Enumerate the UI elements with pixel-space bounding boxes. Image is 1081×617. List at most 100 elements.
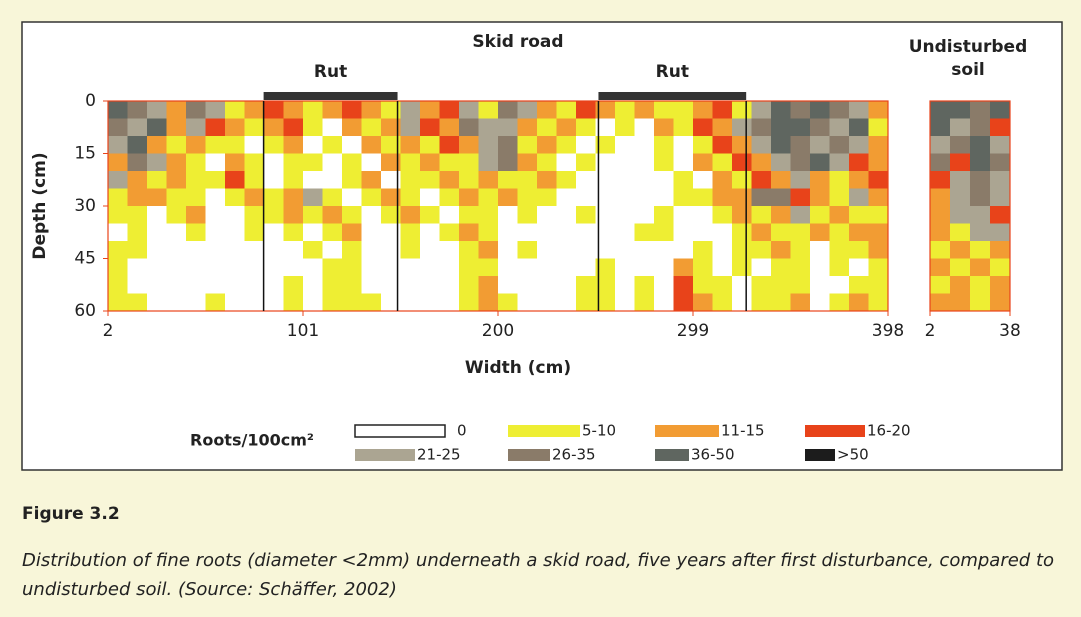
legend-label: 21-25 xyxy=(417,446,461,464)
cell xyxy=(322,293,343,312)
cell xyxy=(790,171,811,189)
cell xyxy=(556,276,577,294)
cell xyxy=(283,223,304,242)
cell xyxy=(283,136,304,154)
cell xyxy=(732,171,752,189)
cell xyxy=(556,101,577,119)
cell xyxy=(615,223,635,242)
cell xyxy=(868,293,889,312)
cell xyxy=(342,153,362,172)
cell xyxy=(439,136,460,154)
cell xyxy=(420,136,440,154)
cell xyxy=(381,241,401,259)
cell xyxy=(868,171,889,189)
cell xyxy=(400,223,421,242)
cell xyxy=(849,276,869,294)
cell xyxy=(439,293,460,312)
cell xyxy=(595,206,616,224)
cell xyxy=(693,258,713,277)
cell xyxy=(264,188,284,207)
cell xyxy=(693,188,713,207)
cell xyxy=(186,171,206,189)
cell xyxy=(400,206,421,224)
cell xyxy=(868,101,889,119)
cell xyxy=(498,136,518,154)
cell xyxy=(970,188,991,207)
cell xyxy=(950,276,971,294)
cell xyxy=(225,293,245,312)
cell xyxy=(498,276,518,294)
cell xyxy=(732,153,752,172)
cell xyxy=(673,118,694,137)
cell xyxy=(264,118,284,137)
cell xyxy=(771,206,791,224)
cell xyxy=(576,276,596,294)
cell xyxy=(693,118,713,137)
cell xyxy=(712,276,733,294)
cell xyxy=(751,101,772,119)
cell xyxy=(225,276,245,294)
legend-swatch xyxy=(655,425,719,437)
cell xyxy=(790,136,811,154)
cell xyxy=(303,188,323,207)
cell xyxy=(771,153,791,172)
cell xyxy=(361,136,382,154)
cell xyxy=(537,171,557,189)
cell xyxy=(147,101,167,119)
cell xyxy=(751,241,772,259)
cell xyxy=(595,101,616,119)
cell xyxy=(478,188,499,207)
cell xyxy=(849,258,869,277)
cell xyxy=(615,136,635,154)
cell xyxy=(970,136,991,154)
cell xyxy=(283,171,304,189)
cell xyxy=(970,153,991,172)
cell xyxy=(342,293,362,312)
cell xyxy=(950,293,971,312)
cell xyxy=(400,118,421,137)
cell xyxy=(127,153,148,172)
cell xyxy=(381,136,401,154)
rut-bar xyxy=(263,92,398,100)
cell xyxy=(303,101,323,119)
cell xyxy=(634,101,655,119)
cell xyxy=(381,118,401,137)
cell xyxy=(205,171,226,189)
cell xyxy=(420,241,440,259)
cell xyxy=(930,118,951,137)
cell xyxy=(342,276,362,294)
cell xyxy=(127,241,148,259)
cell xyxy=(517,101,538,119)
cell xyxy=(615,118,635,137)
cell xyxy=(849,241,869,259)
cell xyxy=(147,118,167,137)
cell xyxy=(264,258,284,277)
cell xyxy=(322,188,343,207)
cell xyxy=(439,171,460,189)
cell xyxy=(283,101,304,119)
legend-swatch xyxy=(354,424,446,438)
cell xyxy=(166,206,187,224)
cell xyxy=(205,188,226,207)
cell xyxy=(810,223,830,242)
cell xyxy=(970,171,991,189)
cell xyxy=(498,258,518,277)
cell xyxy=(868,258,889,277)
cell xyxy=(147,276,167,294)
cell xyxy=(459,101,479,119)
y-axis-label: Depth (cm) xyxy=(30,152,50,259)
cell xyxy=(537,136,557,154)
cell xyxy=(595,118,616,137)
cell xyxy=(634,241,655,259)
chart: Width (cm) Depth (cm) Roots/100cm² Skid … xyxy=(21,21,1063,471)
cell xyxy=(693,293,713,312)
cell xyxy=(225,171,245,189)
cell xyxy=(517,153,538,172)
cell xyxy=(693,136,713,154)
cell xyxy=(264,241,284,259)
cell xyxy=(673,136,694,154)
cell xyxy=(829,258,850,277)
cell xyxy=(381,276,401,294)
cell xyxy=(615,241,635,259)
cell xyxy=(420,206,440,224)
